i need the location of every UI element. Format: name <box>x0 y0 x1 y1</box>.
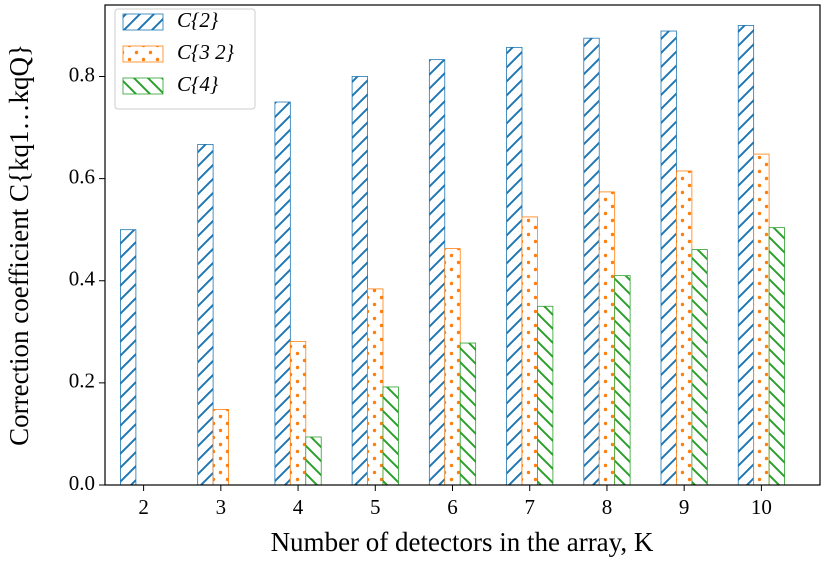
bar <box>583 37 600 486</box>
bar <box>521 216 538 486</box>
legend-label: C{3 2} <box>177 40 235 64</box>
bar <box>737 25 755 486</box>
bar <box>305 436 322 486</box>
y-tick-label: 0.4 <box>69 267 96 291</box>
bar <box>459 342 477 486</box>
bar <box>444 248 461 486</box>
bar <box>660 30 677 486</box>
bar <box>428 59 446 486</box>
bar <box>506 46 523 486</box>
bar <box>120 229 137 486</box>
legend-swatch <box>122 45 164 63</box>
y-axis-label: Correction coefficient C{kq1…kqQ} <box>4 44 34 446</box>
plot-frame <box>104 4 821 486</box>
bar <box>676 170 693 486</box>
bar <box>289 341 307 486</box>
y-tick-label: 0.8 <box>69 62 95 86</box>
y-tick-label: 0.2 <box>69 369 95 393</box>
bar <box>537 305 554 486</box>
bar <box>274 101 291 486</box>
legend-swatch <box>122 13 164 31</box>
y-tick-label: 0.6 <box>69 164 95 188</box>
bar <box>614 275 631 486</box>
x-tick-label: 2 <box>138 495 149 519</box>
x-tick-label: 8 <box>602 495 613 519</box>
y-tick-label: 0.0 <box>69 471 95 495</box>
x-tick-label: 3 <box>216 495 227 519</box>
bar <box>351 76 368 486</box>
x-tick-label: 9 <box>679 495 690 519</box>
x-tick-label: 6 <box>447 495 458 519</box>
legend-label: C{4} <box>177 72 219 96</box>
bar <box>212 409 229 486</box>
x-tick-label: 5 <box>370 495 381 519</box>
x-tick-label: 10 <box>751 495 772 519</box>
bar <box>768 227 785 486</box>
bar <box>753 153 770 486</box>
legend-swatch <box>122 77 164 95</box>
x-tick-label: 4 <box>293 495 304 519</box>
legend-label: C{2} <box>177 8 219 32</box>
bar <box>691 249 708 486</box>
x-axis-label: Number of detectors in the array, K <box>271 527 654 557</box>
x-tick-label: 7 <box>524 495 535 519</box>
bar <box>367 288 384 486</box>
bar <box>382 386 399 486</box>
bar <box>197 144 214 486</box>
bar <box>598 191 616 486</box>
